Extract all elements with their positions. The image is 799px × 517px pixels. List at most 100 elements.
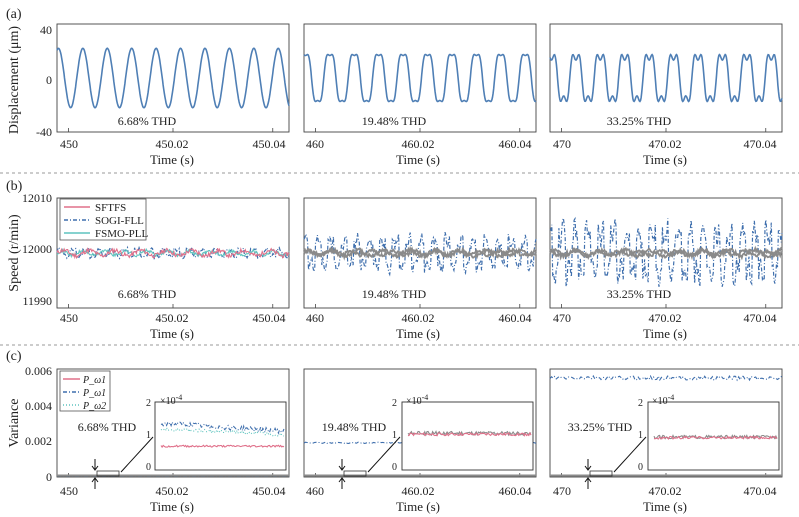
- row-a-panel-2-thd: 19.48% THD: [362, 114, 427, 128]
- inset-3-ytick-1: 1: [638, 430, 643, 441]
- row-b-legend: SFTFS SOGI-FLL FSMO-PLL: [59, 198, 148, 241]
- chart-marks: [56, 47, 783, 489]
- displacement-line-2: [303, 53, 537, 103]
- row-a-p3-xtick-3: 470.04: [744, 137, 777, 151]
- row-c-ytick-4: 0: [46, 470, 52, 484]
- zoom-arrow-3: [613, 436, 647, 473]
- zoom-arrow-2: [367, 436, 401, 473]
- inset-3-ytick-0: 0: [638, 462, 643, 473]
- row-b-panel-2-thd: 19.48% THD: [362, 287, 427, 301]
- row-b-p2-xtick-3: 460.04: [499, 311, 532, 325]
- row-c-p2-xlabel: Time (s): [396, 499, 440, 514]
- row-b-p3-xtick-1: 470: [553, 311, 571, 325]
- row-c-p2-xtick-3: 460.04: [499, 484, 532, 498]
- row-a-panel-1-thd: 6.68% THD: [118, 114, 177, 128]
- inset-frame-1: [154, 401, 287, 471]
- row-b-p2-xtick-2: 460.02: [402, 311, 435, 325]
- row-c-panel-2-thd: 19.48% THD: [322, 420, 387, 434]
- row-a-p1-xtick-1: 450: [60, 137, 78, 151]
- row-a-p3-xtick-2: 470.02: [649, 137, 682, 151]
- row-c-p1-xlabel: Time (s): [150, 499, 194, 514]
- row-b-ylabel: Speed (r/min): [7, 214, 22, 292]
- inset-1-sftfs-line: [160, 444, 285, 449]
- row-b-ytick-mid: 12000: [22, 242, 52, 256]
- inset-2-ytick-2: 2: [392, 398, 397, 409]
- row-a-p2-xlabel: Time (s): [396, 152, 440, 167]
- speed-sogi-line-2: [303, 231, 537, 277]
- row-a-label: (a): [6, 7, 22, 22]
- legend-p3-label: P_ω2: [82, 401, 106, 412]
- row-c-legend: P_ω1 P_ω1 P_ω2: [59, 370, 111, 412]
- inset-1-ytick-2: 2: [146, 398, 151, 409]
- row-a-ytick-mid: 0: [46, 73, 52, 87]
- row-b-p1-xtick-1: 450: [60, 311, 78, 325]
- row-c-p3-xlabel: Time (s): [643, 499, 687, 514]
- row-b-ytick-top: 12010: [22, 191, 52, 205]
- inset-2-sogi-line: [407, 430, 532, 437]
- row-a-ytick-top: 40: [40, 23, 52, 37]
- row-c-p1-xtick-2: 450.02: [156, 484, 189, 498]
- speed-sftfs-line-3: [549, 245, 783, 261]
- down-arrow-1: [91, 459, 99, 471]
- row-a-panel-3-thd: 33.25% THD: [607, 114, 672, 128]
- row-c-ytick-1: 0.006: [25, 364, 52, 378]
- legend-fsmo-label: FSMO-PLL: [95, 228, 148, 240]
- inset-2-exponent: ×10-4: [406, 393, 428, 407]
- row-a-p3-xtick-1: 470: [553, 137, 571, 151]
- legend-p2-label: P_ω1: [82, 388, 106, 399]
- inset-2-sftfs-line: [407, 431, 532, 437]
- inset-1-sogi-line: [160, 420, 285, 435]
- row-c-p3-xtick-1: 470: [553, 484, 571, 498]
- row-b-p1-xtick-3: 450.04: [253, 311, 286, 325]
- row-c-p1-xtick-1: 450: [60, 484, 78, 498]
- zoom-box-1: [96, 470, 120, 477]
- row-c-ylabel: Variance: [7, 399, 22, 448]
- row-a-p2-xtick-1: 460: [306, 137, 324, 151]
- zoom-arrow-1: [120, 436, 154, 473]
- row-a-ylabel: Displacement (μm): [7, 26, 22, 135]
- legend-sogi-label: SOGI-FLL: [95, 215, 144, 227]
- down-arrow-2: [338, 459, 346, 471]
- row-a-p3-xlabel: Time (s): [643, 152, 687, 167]
- row-c-ytick-3: 0.002: [25, 434, 52, 448]
- row-b-label: (b): [6, 179, 23, 194]
- row-b-p3-xlabel: Time (s): [643, 326, 687, 341]
- up-arrow-3: [584, 477, 592, 489]
- inset-frame-2: [401, 401, 534, 471]
- inset-2-ytick-0: 0: [392, 462, 397, 473]
- row-b-p2-xtick-1: 460: [306, 311, 324, 325]
- row-b-ytick-bot: 11990: [22, 294, 52, 308]
- row-b-panel-1-thd: 6.68% THD: [118, 287, 177, 301]
- inset-1-ytick-1: 1: [146, 430, 151, 441]
- row-a-p2-xtick-3: 460.04: [499, 137, 532, 151]
- speed-sftfs-line-2: [303, 245, 537, 261]
- up-arrow-2: [338, 477, 346, 489]
- row-b-p1-xlabel: Time (s): [150, 326, 194, 341]
- row-c-panel-1-thd: 6.68% THD: [78, 420, 137, 434]
- variance-sogi-line-3: [549, 374, 783, 382]
- inset-1-exponent: ×10-4: [160, 393, 182, 407]
- row-b-panel-3-thd: 33.25% THD: [607, 287, 672, 301]
- inset-3-exponent: ×10-4: [652, 393, 674, 407]
- inset-3-ytick-2: 2: [638, 398, 643, 409]
- inset-2-ytick-1: 1: [392, 430, 397, 441]
- row-c-p3-xtick-2: 470.02: [649, 484, 682, 498]
- row-a-ytick-bot: -40: [36, 125, 52, 139]
- displacement-line-3: [549, 53, 783, 103]
- row-b-p1-xtick-2: 450.02: [156, 311, 189, 325]
- row-c-ytick-2: 0.004: [25, 399, 52, 413]
- zoom-box-2: [343, 470, 367, 477]
- inset-1-ytick-0: 0: [146, 462, 151, 473]
- row-a-p1-xlabel: Time (s): [150, 152, 194, 167]
- legend-p1-label: P_ω1: [82, 375, 106, 386]
- down-arrow-3: [584, 459, 592, 471]
- row-b-p2-xlabel: Time (s): [396, 326, 440, 341]
- legend-sftfs-label: SFTFS: [95, 202, 126, 214]
- speed-sftfs-line-1: [56, 247, 290, 260]
- speed-fsmo-line-1: [56, 247, 290, 259]
- row-c-p3-xtick-3: 470.04: [744, 484, 777, 498]
- row-a-p2-xtick-2: 460.02: [402, 137, 435, 151]
- row-b-p3-xtick-2: 470.02: [649, 311, 682, 325]
- displacement-line-1: [56, 47, 290, 109]
